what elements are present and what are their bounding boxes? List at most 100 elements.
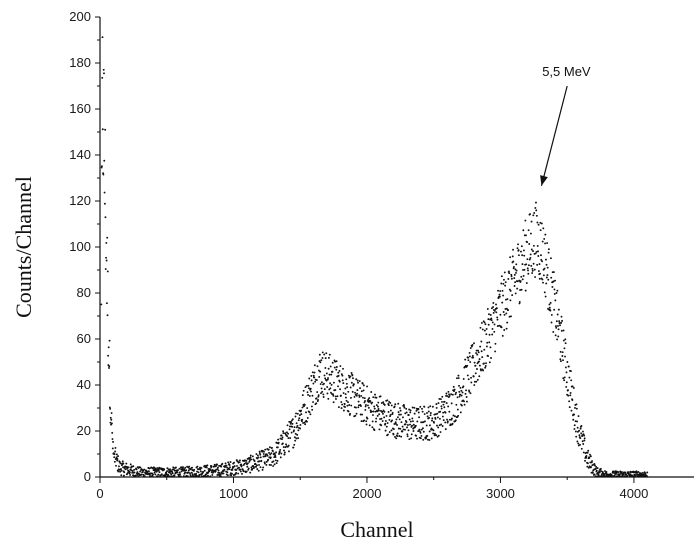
data-point [352,384,355,387]
data-point [561,355,564,357]
data-point [116,458,119,460]
data-point [361,413,364,416]
data-point [180,470,183,473]
data-point [562,339,565,342]
data-point [475,380,478,383]
data-point [435,434,438,437]
data-point [270,464,273,466]
data-point [529,253,532,256]
data-point [383,416,386,419]
data-point [470,381,473,384]
data-point [419,430,421,433]
data-point [102,68,105,71]
data-point [385,414,388,417]
data-point [472,356,475,359]
data-point [249,456,252,459]
data-point [105,256,107,259]
data-point [102,173,105,176]
data-point [292,446,295,449]
data-point [466,374,469,377]
data-point [332,393,334,396]
data-point [206,464,209,467]
data-point [549,301,552,304]
data-point [264,455,267,458]
data-point [254,463,257,466]
data-point [495,303,497,306]
axes [99,17,694,478]
data-point [337,385,339,388]
data-point [305,384,308,387]
data-point [166,467,169,470]
data-point [443,406,446,409]
data-point [378,428,381,431]
y-tick-label: 200 [69,9,91,24]
data-point [557,325,559,327]
data-point [483,362,485,365]
data-point [318,353,321,356]
y-tick-label: 40 [77,377,91,392]
data-point [497,289,500,292]
data-point [282,446,285,448]
data-point [331,370,334,373]
data-point [121,460,124,463]
data-point [313,376,316,379]
data-point [386,399,389,402]
data-point [297,429,300,432]
data-point [453,388,456,391]
data-point [308,395,311,397]
data-point [406,433,409,436]
data-point [303,405,305,408]
data-point [269,456,272,459]
data-point [621,471,623,474]
data-point [379,418,381,420]
data-point [517,254,520,257]
data-point [478,358,481,361]
data-point [298,414,301,417]
data-point [480,321,483,324]
data-point [187,469,190,472]
data-point [319,361,322,364]
data-point [485,333,488,336]
data-point [522,229,525,232]
data-point [568,400,571,403]
y-tick-label: 20 [77,423,91,438]
data-point [205,473,208,476]
data-point [288,450,290,453]
data-point [264,448,267,451]
data-point [469,361,472,363]
data-point [548,303,551,306]
data-point [344,406,347,408]
data-point [332,381,335,384]
data-point [527,269,529,272]
data-point [120,474,123,477]
data-point [258,460,261,463]
data-point [362,384,365,387]
data-point [178,471,181,474]
data-point [635,473,638,476]
data-point [249,471,252,474]
data-point [523,254,526,257]
data-point [204,464,206,467]
data-point [457,414,460,417]
data-point [539,221,542,224]
data-point [310,379,313,382]
data-point [197,471,200,474]
data-point [547,278,550,281]
data-point [269,453,272,456]
data-point [398,435,401,437]
data-point [253,466,255,468]
data-point [441,425,444,427]
data-point [299,423,302,426]
data-point [496,325,499,328]
data-point [501,301,504,304]
data-point [280,438,283,441]
data-point [282,432,285,435]
data-point [536,244,539,247]
data-point [108,339,111,342]
data-point [482,369,485,372]
data-point [345,378,348,381]
data-point [419,405,422,408]
data-point [455,391,458,394]
data-point [551,286,554,288]
data-point [330,383,333,386]
